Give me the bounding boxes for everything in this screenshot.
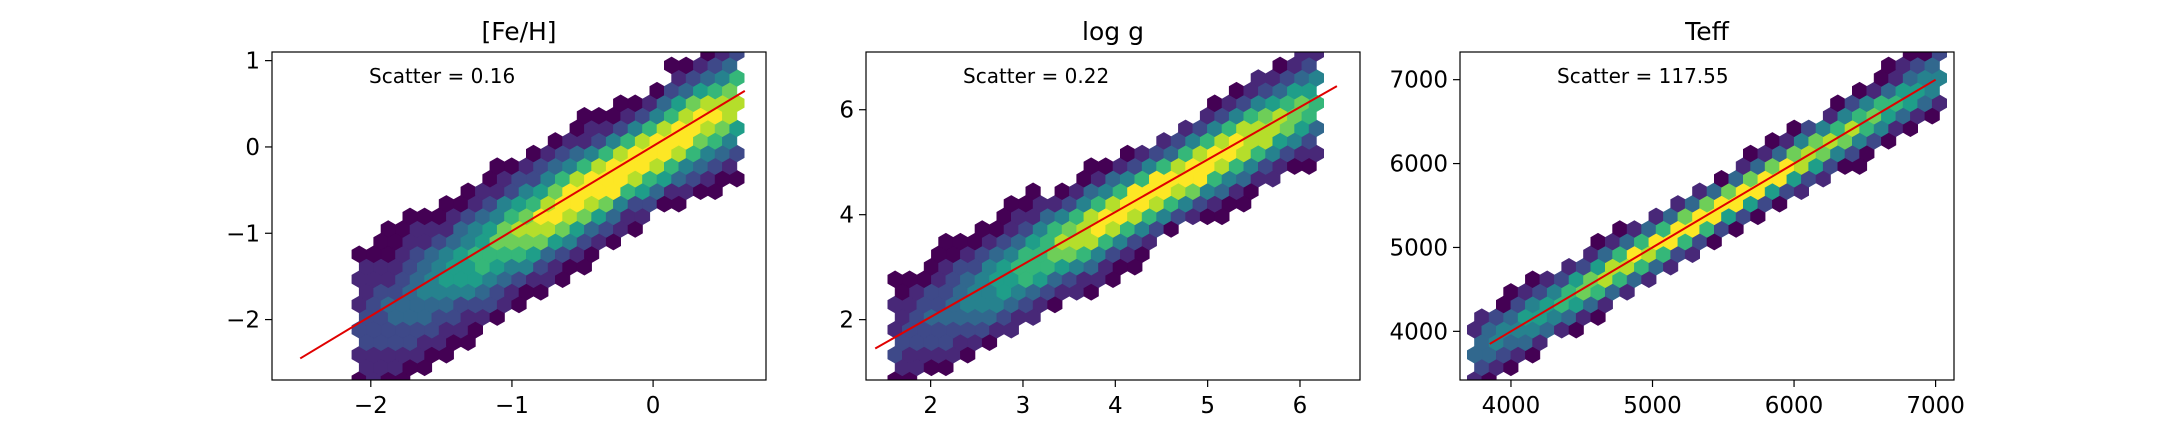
chart-title: [Fe/H] (481, 17, 556, 46)
x-tick-label: 6000 (1765, 393, 1824, 419)
y-tick-label: −2 (226, 308, 260, 334)
chart-title: Teff (1684, 17, 1729, 46)
subplot-2: 2 3 4 5 6 2 4 6 log g Scatter = 0.22 (839, 17, 1361, 419)
y-tick-label: 4 (839, 203, 854, 229)
subplot-1: −2 −1 0 −2 −1 0 1 [Fe/H] Scatter = 0.16 (226, 17, 767, 419)
subplot-3: 4000 5000 6000 7000 4000 5000 6000 7000 Teff Scat… (1389, 17, 1964, 419)
fit-line (874, 85, 1338, 350)
y-tick-label: −1 (226, 221, 260, 247)
y-tick-label: 6 (839, 98, 854, 124)
y-tick-label: 5000 (1389, 235, 1448, 261)
y-tick-label: 6000 (1389, 152, 1448, 178)
x-tick-label: 5000 (1623, 393, 1682, 419)
x-tick-label: −2 (354, 393, 388, 419)
hexbin-cells (351, 52, 745, 380)
x-tick-label: −1 (495, 393, 529, 419)
hexbin-cell (1308, 52, 1324, 62)
scatter-annotation: Scatter = 117.55 (1557, 64, 1729, 88)
x-tick-label: 3 (1016, 393, 1031, 419)
scatter-annotation: Scatter = 0.16 (369, 64, 515, 88)
hexbin-cell (1931, 52, 1947, 62)
y-tick-label: 0 (245, 135, 260, 161)
y-tick-label: 4000 (1389, 319, 1448, 345)
x-tick-label: 2 (923, 393, 938, 419)
hexbin-cell (1025, 182, 1041, 200)
fit-line (299, 89, 746, 360)
hexbin-cell (729, 52, 745, 62)
hexbin-cells (1467, 52, 1947, 380)
x-tick-label: 6 (1293, 393, 1308, 419)
hexbin-cells (887, 52, 1324, 380)
y-tick-label: 2 (839, 308, 854, 334)
axes-frame (1459, 51, 1955, 381)
axes-frame (271, 51, 767, 381)
axes-frame (865, 51, 1361, 381)
x-tick-label: 5 (1200, 393, 1215, 419)
x-tick-label: 4000 (1482, 393, 1541, 419)
x-tick-label: 4 (1108, 393, 1123, 419)
chart-title: log g (1082, 17, 1144, 46)
x-tick-label: 0 (646, 393, 661, 419)
y-tick-label: 1 (245, 49, 260, 75)
fit-line (1489, 78, 1937, 345)
x-tick-label: 7000 (1906, 393, 1965, 419)
scatter-annotation: Scatter = 0.22 (963, 64, 1109, 88)
y-tick-label: 7000 (1389, 68, 1448, 94)
